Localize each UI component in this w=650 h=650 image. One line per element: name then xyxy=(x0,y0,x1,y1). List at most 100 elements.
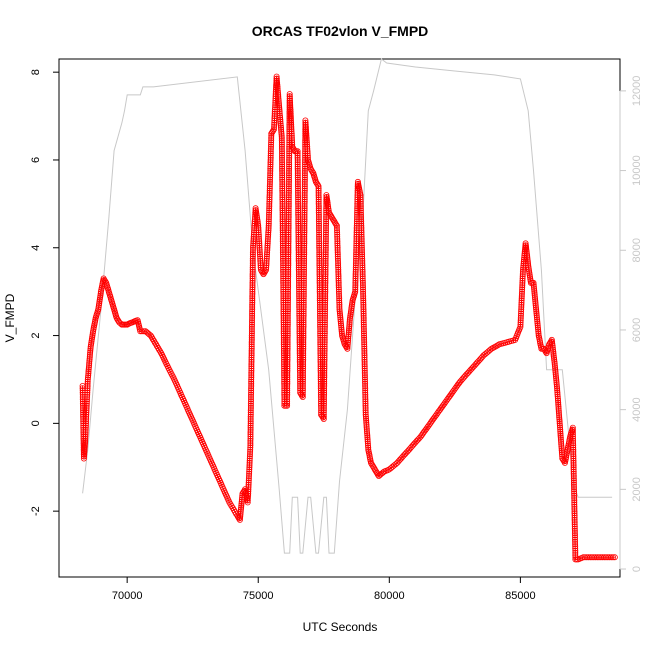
data-point xyxy=(519,273,526,280)
data-point xyxy=(247,420,254,427)
data-point xyxy=(248,358,255,365)
x-tick-label: 75000 xyxy=(243,590,274,602)
data-point xyxy=(285,284,292,291)
data-point xyxy=(321,369,328,376)
data-point xyxy=(285,249,292,256)
data-point xyxy=(268,139,275,146)
data-point xyxy=(264,249,271,256)
data-point xyxy=(321,347,328,354)
data-point xyxy=(249,244,256,251)
data-point xyxy=(285,266,292,273)
data-point xyxy=(266,205,273,212)
data-point xyxy=(267,167,274,174)
data-point xyxy=(285,282,292,289)
data-point xyxy=(265,227,272,234)
data-point xyxy=(358,222,365,229)
data-point xyxy=(280,288,287,295)
data-point xyxy=(525,266,532,273)
data-point xyxy=(352,262,359,269)
data-point xyxy=(285,211,292,218)
data-point xyxy=(364,434,371,441)
data-point xyxy=(348,303,355,310)
data-point xyxy=(558,438,565,445)
data-point xyxy=(300,358,307,365)
data-point xyxy=(316,253,323,260)
data-point xyxy=(299,389,306,396)
data-point xyxy=(300,330,307,337)
data-point xyxy=(263,262,270,269)
data-point xyxy=(370,464,377,471)
data-point xyxy=(276,104,283,111)
data-point xyxy=(246,459,253,466)
data-point xyxy=(557,424,564,431)
data-point xyxy=(267,170,274,177)
data-point xyxy=(248,354,255,361)
data-point xyxy=(557,426,564,433)
data-point xyxy=(83,398,90,405)
data-point xyxy=(249,255,256,262)
x-tick-label: 85000 xyxy=(505,590,536,602)
data-point xyxy=(552,366,559,373)
data-point xyxy=(334,244,341,251)
data-point xyxy=(300,328,307,335)
data-point xyxy=(301,211,308,218)
data-point xyxy=(288,130,295,137)
data-point xyxy=(300,266,307,273)
data-point xyxy=(555,407,562,414)
data-point xyxy=(336,303,343,310)
data-point xyxy=(245,472,252,479)
data-point xyxy=(278,145,285,152)
data-point xyxy=(556,412,563,419)
data-point xyxy=(359,284,366,291)
data-point xyxy=(334,251,341,258)
data-point xyxy=(249,262,256,269)
data-point xyxy=(301,174,308,181)
y-tick-label: 6 xyxy=(30,157,42,163)
data-point xyxy=(81,449,88,456)
data-point xyxy=(284,330,291,337)
data-point xyxy=(294,189,301,196)
data-point xyxy=(361,356,368,363)
data-point xyxy=(320,398,327,405)
data-point xyxy=(322,306,329,313)
data-point xyxy=(247,398,254,405)
data-point xyxy=(288,126,295,133)
data-point xyxy=(299,367,306,374)
data-point xyxy=(549,344,556,351)
data-point xyxy=(333,227,340,234)
data-point xyxy=(247,391,254,398)
data-point xyxy=(278,150,285,157)
y-axis-left: -2 0 2 4 6 8 xyxy=(30,69,60,516)
data-point xyxy=(552,364,559,371)
data-point xyxy=(550,346,557,353)
data-point xyxy=(274,81,281,88)
data-point xyxy=(248,367,255,374)
data-point xyxy=(248,378,255,385)
data-point xyxy=(248,345,255,352)
data-point xyxy=(571,527,578,534)
data-point xyxy=(285,242,292,249)
data-point xyxy=(315,227,322,234)
data-point xyxy=(285,167,292,174)
data-point xyxy=(353,246,360,253)
data-point xyxy=(317,319,324,326)
data-point xyxy=(518,297,525,304)
data-point xyxy=(279,159,286,166)
data-point xyxy=(336,310,343,317)
data-point xyxy=(316,233,323,240)
data-point xyxy=(571,499,578,506)
data-point xyxy=(315,203,322,210)
data-point xyxy=(284,314,291,321)
data-point xyxy=(523,248,530,255)
data-point xyxy=(360,301,367,308)
data-point xyxy=(320,402,327,409)
data-point xyxy=(316,268,323,275)
data-point xyxy=(304,154,311,161)
data-point xyxy=(334,246,341,253)
data-point xyxy=(285,227,292,234)
data-point xyxy=(287,102,294,109)
data-point xyxy=(278,130,285,137)
x-axis: 70000 75000 80000 85000 xyxy=(112,576,536,602)
data-point xyxy=(530,281,537,288)
data-point xyxy=(320,413,327,420)
